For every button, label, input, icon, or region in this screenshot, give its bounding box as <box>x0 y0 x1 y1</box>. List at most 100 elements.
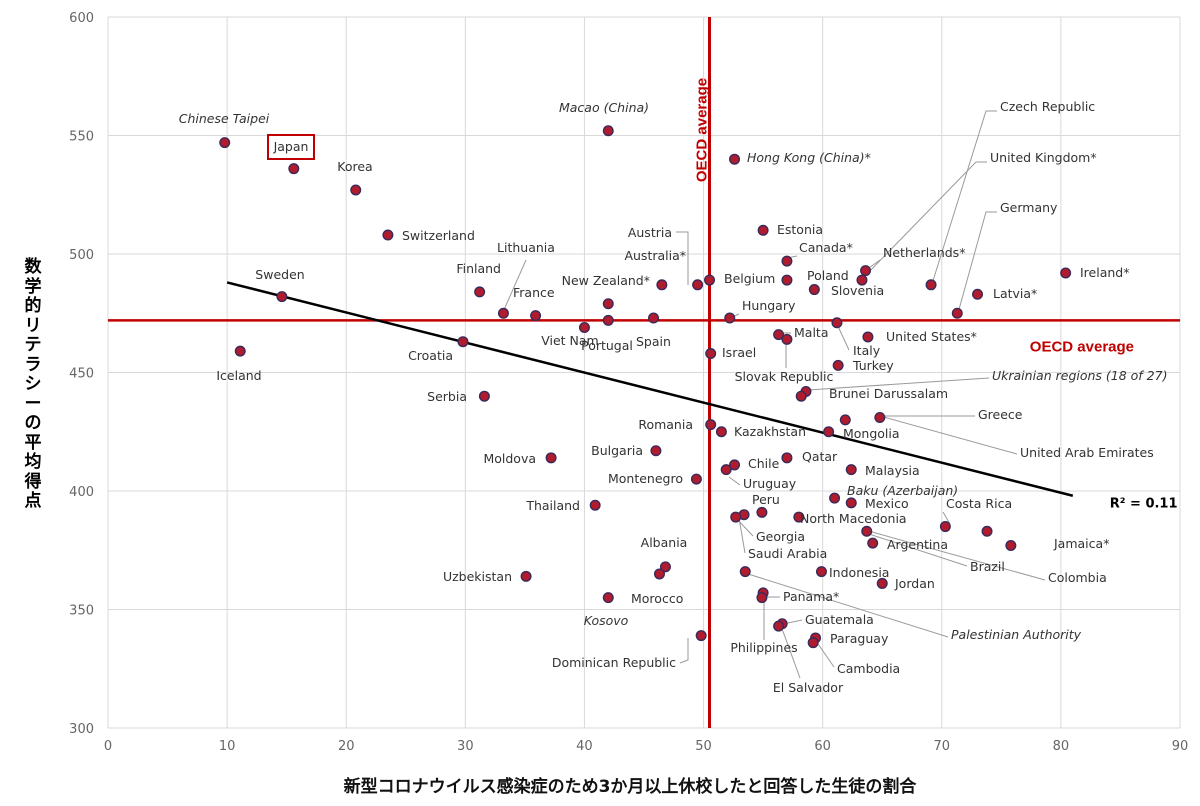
leader-line <box>957 211 997 314</box>
point-lithuania <box>497 307 509 319</box>
point-brunei-darussalam <box>795 390 807 402</box>
data-label: Switzerland <box>402 228 475 243</box>
data-label: Dominican Republic <box>552 655 676 670</box>
grid-lines <box>107 16 1181 729</box>
leader-line <box>865 161 987 276</box>
data-label: Serbia <box>427 389 467 404</box>
data-label: United Arab Emirates <box>1020 445 1154 460</box>
point-united-arab-emirates <box>839 414 851 426</box>
data-label: Macao (China) <box>559 100 649 115</box>
data-label: Malaysia <box>865 463 920 478</box>
data-label: Brunei Darussalam <box>829 386 948 401</box>
point-mongolia <box>823 426 835 438</box>
data-label: Bulgaria <box>591 443 643 458</box>
r-squared-label: R² = 0.11 <box>1110 497 1178 512</box>
data-label: Albania <box>641 535 688 550</box>
point-philippines <box>756 592 768 604</box>
oecd-average-lines: OECD average OECD average <box>108 17 1180 728</box>
data-label: Kosovo <box>584 613 629 628</box>
point-israel <box>705 348 717 360</box>
leader-line <box>868 533 968 567</box>
data-label: Costa Rica <box>946 496 1012 511</box>
point-switzerland <box>382 229 394 241</box>
point-spain <box>648 312 660 324</box>
data-label: Germany <box>1000 200 1058 215</box>
data-label: Lithuania <box>497 240 555 255</box>
point-hungary <box>724 312 736 324</box>
point-korea <box>350 184 362 196</box>
point-brazil <box>867 537 879 549</box>
data-points <box>219 125 1072 649</box>
x-tick-label: 40 <box>576 739 593 754</box>
data-label: Argentina <box>887 537 948 552</box>
point-greece <box>874 412 886 424</box>
point-iceland <box>234 345 246 357</box>
data-label: El Salvador <box>773 680 844 695</box>
point-albania <box>659 561 671 573</box>
oecd-average-horizontal-label: OECD average <box>1030 338 1134 355</box>
point-kazakhstan <box>715 426 727 438</box>
x-tick-label: 50 <box>695 739 712 754</box>
x-tick-label: 60 <box>814 739 831 754</box>
point-costa-rica <box>939 521 951 533</box>
point-jamaica <box>1005 540 1017 552</box>
y-axis-label: 数学的リテラシーの平均得点 <box>24 257 42 511</box>
x-tick-label: 80 <box>1053 739 1070 754</box>
data-label: Montenegro <box>608 471 683 486</box>
data-label: Ukrainian regions (18 of 27) <box>992 368 1167 383</box>
leader-line <box>502 259 527 313</box>
data-label: Romania <box>638 417 693 432</box>
data-label: Brazil <box>970 559 1005 574</box>
point-slovenia <box>808 284 820 296</box>
oecd-average-vertical-label: OECD average <box>694 78 711 182</box>
data-label: Qatar <box>802 449 838 464</box>
axis-ticks: 0 10 20 30 40 50 60 70 80 90 300 350 400 450 500 550 600 <box>69 11 1188 754</box>
data-label: Thailand <box>525 498 580 513</box>
data-label: Mongolia <box>843 426 900 441</box>
leader-line <box>879 415 1018 455</box>
data-label: Jamaica* <box>1053 536 1109 551</box>
x-tick-label: 20 <box>338 739 355 754</box>
point-united-kingdom <box>856 274 868 286</box>
data-label: Malta <box>794 325 828 340</box>
data-label: Israel <box>722 345 756 360</box>
point-mexico <box>845 497 857 509</box>
point-belgium <box>704 274 716 286</box>
point-france <box>530 310 542 322</box>
data-label: Netherlands* <box>883 245 965 260</box>
data-label: Paraguay <box>830 631 889 646</box>
leader-line <box>728 476 741 486</box>
regression-line <box>226 281 1074 497</box>
data-label: Moldova <box>483 451 536 466</box>
data-label: Turkey <box>852 358 894 373</box>
y-tick-label: 350 <box>69 604 94 619</box>
x-tick-label: 0 <box>104 739 112 754</box>
data-label: Guatemala <box>805 612 874 627</box>
point-palestinian-authority <box>739 566 751 578</box>
data-label: Belgium <box>724 271 775 286</box>
y-tick-label: 550 <box>69 130 94 145</box>
data-label: Canada* <box>799 240 853 255</box>
point-cambodia <box>807 637 819 649</box>
point-japan <box>288 163 300 175</box>
leader-line <box>931 110 997 285</box>
data-label: Australia* <box>624 248 686 263</box>
data-label: Japan <box>273 139 309 154</box>
point-argentina <box>861 525 873 537</box>
data-label: Iceland <box>216 368 261 383</box>
point-ireland <box>1060 267 1072 279</box>
point-portugal <box>602 314 614 326</box>
data-label: Estonia <box>777 222 823 237</box>
data-label: Baku (Azerbaijan) <box>847 483 958 498</box>
point-baku-azerbaijan <box>829 492 841 504</box>
point-el-salvador <box>773 620 785 632</box>
data-label: Morocco <box>631 591 683 606</box>
point-canada <box>781 255 793 267</box>
data-label: Italy <box>853 343 881 358</box>
data-label: Peru <box>752 492 780 507</box>
point-romania <box>705 419 717 431</box>
data-label: Korea <box>337 159 372 174</box>
point-macao-china <box>602 125 614 137</box>
data-label: United States* <box>886 329 977 344</box>
